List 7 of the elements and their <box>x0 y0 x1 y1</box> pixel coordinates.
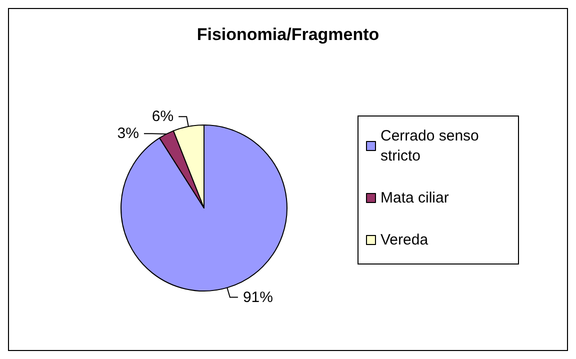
data-label: 3% <box>117 125 139 142</box>
legend-label: Mata ciliar <box>380 190 449 206</box>
data-label: 91% <box>242 288 273 306</box>
legend-label: Cerrado senso stricto <box>380 128 484 164</box>
legend-label: Vereda <box>380 232 429 248</box>
chart-title: Fisionomia/Fragmento <box>196 25 380 44</box>
data-label: 6% <box>152 108 174 126</box>
